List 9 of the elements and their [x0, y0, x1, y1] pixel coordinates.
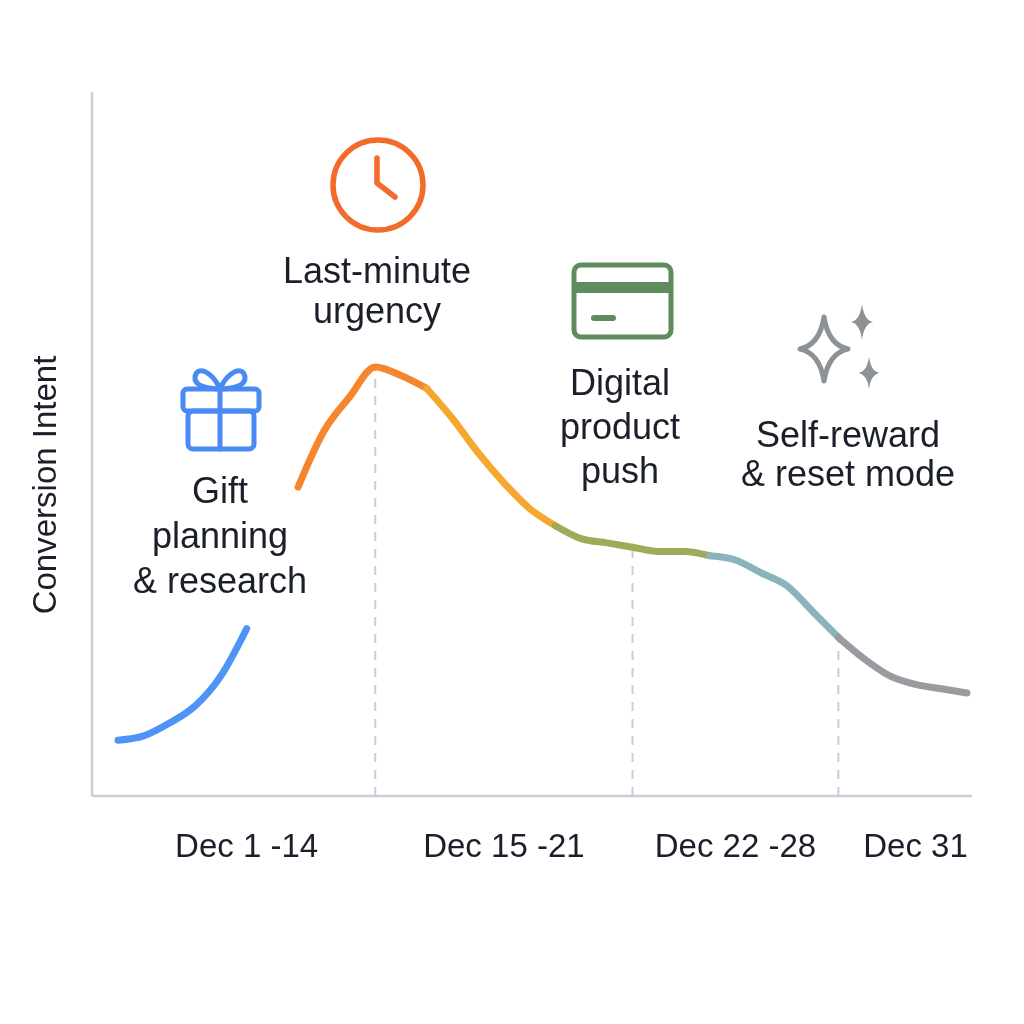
y-axis-title: Conversion Intent — [26, 355, 63, 615]
x-tick-label: Dec 31 — [863, 827, 968, 864]
annotation: Self-reward & reset mode — [740, 414, 956, 494]
x-tick-label: Dec 15 -21 — [423, 827, 585, 864]
x-tick-label: Dec 1 -14 — [175, 827, 319, 864]
annotation: Gift planning & research — [132, 470, 308, 601]
x-tick-label: Dec 22 -28 — [654, 827, 817, 864]
annotation: Digital product push — [559, 362, 681, 491]
text: Last-minute urgency — [282, 250, 472, 331]
